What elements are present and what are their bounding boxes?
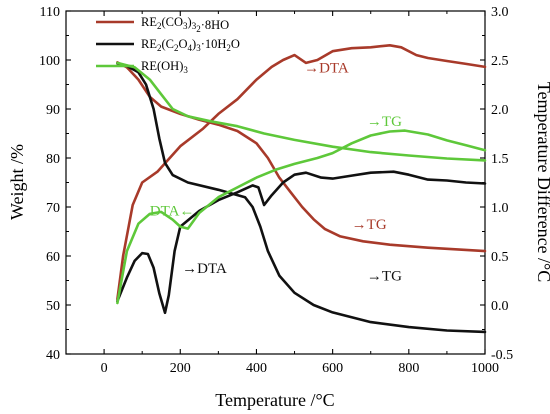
y-right-tick-label: 2.0 (491, 103, 509, 118)
curve-annotation: DTA← (150, 203, 195, 219)
series-tg-curve (116, 61, 487, 253)
x-tick-label: 400 (246, 361, 267, 376)
curve-annotation: →DTA (304, 60, 349, 76)
y-right-tick-label: 0.5 (491, 250, 509, 265)
legend: RE2(CO3)32·8HO RE2(C2O4)3·10H2O RE(OH)3 (96, 15, 240, 75)
series-tg-curve (116, 62, 487, 334)
y-right-tick-label: -0.5 (491, 348, 513, 363)
curve-annotation: →TG (367, 114, 402, 130)
y-left-tick-label: 50 (46, 299, 60, 314)
legend-label: RE2(CO3)32·8HO (141, 15, 229, 34)
y-right-tick-label: 3.0 (491, 5, 509, 20)
y-axis-right-title: Temperature Difference /°C (534, 82, 550, 283)
x-tick-label: 800 (398, 361, 419, 376)
y-left-tick-label: 60 (46, 250, 60, 265)
legend-label: RE(OH)3 (141, 59, 188, 75)
x-tick-label: 1000 (471, 361, 499, 376)
series-dta-curve (116, 170, 487, 315)
x-axis-title: Temperature /°C (215, 390, 334, 410)
legend-label: RE2(C2O4)3·10H2O (141, 37, 240, 53)
x-tick-label: 200 (170, 361, 191, 376)
x-tick-label: 600 (322, 361, 343, 376)
y-left-tick-label: 100 (39, 54, 60, 69)
y-right-tick-label: 1.5 (491, 152, 509, 167)
plot-frame (65, 10, 486, 355)
y-left-tick-label: 110 (40, 5, 60, 20)
series-dta-curve (116, 43, 487, 301)
axis-ticks: 0 200 400 600 800 1000 40 50 60 70 80 90 100 110 -0.5 0… (39, 5, 513, 376)
curve-annotation: →TG (367, 269, 402, 285)
y-right-tick-label: 0.0 (491, 299, 509, 314)
y-left-tick-label: 70 (46, 201, 60, 216)
data-curves (116, 43, 487, 334)
curve-annotation: →TG (352, 217, 387, 233)
curve-annotations: →DTA →TG DTA← →TG →DTA →TG (150, 60, 402, 284)
series-dta-curve (116, 129, 487, 305)
y-left-tick-label: 40 (46, 348, 60, 363)
y-left-tick-label: 80 (46, 152, 60, 167)
y-axis-left-title: Weight /% (7, 144, 27, 220)
y-right-tick-label: 1.0 (491, 201, 509, 216)
curve-annotation: →DTA (182, 261, 227, 277)
y-left-tick-label: 90 (46, 103, 60, 118)
y-right-tick-label: 2.5 (491, 54, 509, 69)
x-tick-label: 0 (101, 361, 108, 376)
series-tg-curve (116, 61, 487, 162)
